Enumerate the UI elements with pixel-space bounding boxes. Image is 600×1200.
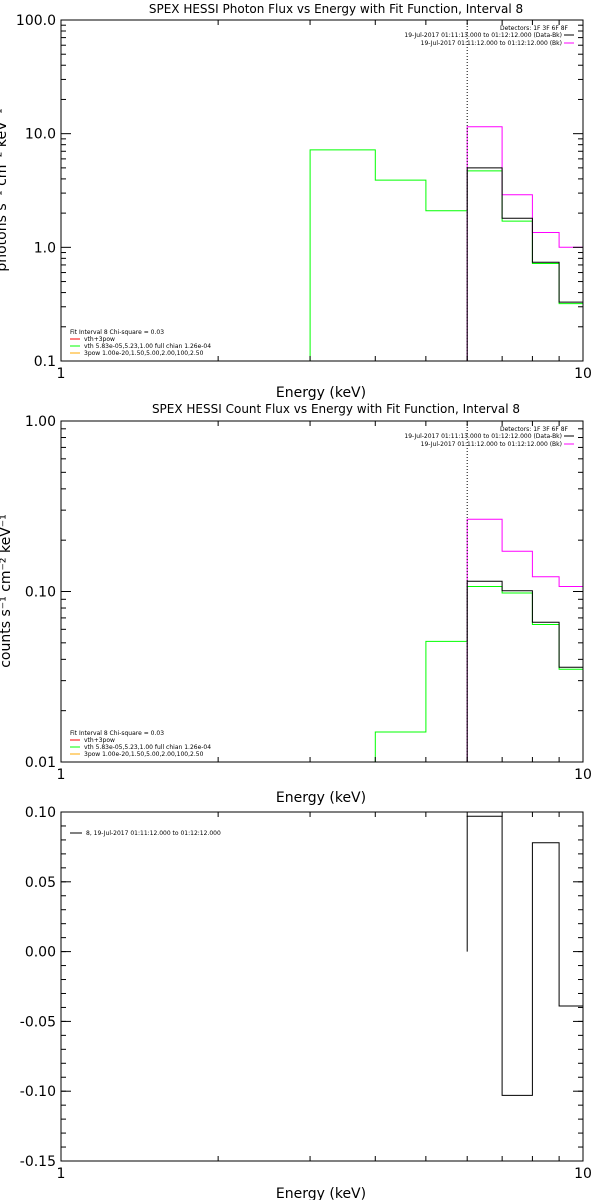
y-tick-label: 1.00: [25, 414, 56, 430]
y-tick-label: 0.01: [25, 755, 56, 771]
count-y-axis-label: counts s⁻¹ cm⁻² keV⁻¹: [0, 514, 14, 668]
residual-y-ticks: 0.10 0.05 0.00 -0.05 -0.10 -0.15: [20, 805, 583, 1170]
photon-legend-top: Detectors: 1F 3F 6F 8F 19-Jul-2017 01:11…: [404, 25, 574, 47]
photon-legend-data-bk: 19-Jul-2017 01:11:13.000 to 01:12:12.000…: [404, 32, 562, 39]
series-1-2-step-line: [466, 580, 584, 762]
residual-plot-frame: [60, 811, 584, 1162]
y-tick-label: 100.0: [16, 13, 56, 29]
x-tick-label: 1: [57, 366, 66, 382]
count-legend-top: Detectors: 1F 3F 6F 8F 19-Jul-2017 01:11…: [404, 426, 574, 448]
y-tick-label: 0.10: [25, 585, 56, 601]
photon-plot-frame: [60, 19, 584, 362]
photon-x-axis-label: Energy (keV): [276, 385, 366, 401]
y-tick-label: 0.1: [34, 354, 56, 370]
count-fit-line-3pow: 3pow 1.00e-20,1.50,5.00,2.00,100,2.50: [84, 751, 204, 758]
y-tick-label: 0.10: [25, 805, 56, 821]
series-0-0-step-line: [309, 149, 584, 361]
series-2-0-step-line: [466, 815, 584, 1096]
x-tick-label: 10: [574, 366, 592, 382]
photon-x-ticks: 1 10: [57, 20, 592, 382]
photon-flux-panel: SPEX HESSI Photon Flux vs Energy with Fi…: [0, 2, 592, 401]
y-tick-label: -0.15: [20, 1154, 56, 1170]
series-0-1-step-line: [466, 126, 584, 361]
x-tick-label: 1: [57, 1166, 66, 1182]
count-legend-detectors: Detectors: 1F 3F 6F 8F: [500, 426, 569, 433]
count-fit-header: Fit Interval 8 Chi-square = 0.03: [70, 730, 164, 737]
residual-x-ticks: 1 10: [57, 812, 592, 1182]
photon-legend-bk: 19-Jul-2017 01:11:12.000 to 01:12:12.000…: [421, 40, 562, 47]
photon-fit-header: Fit Interval 8 Chi-square = 0.03: [70, 329, 164, 336]
residual-legend-text: 8, 19-Jul-2017 01:11:12.000 to 01:12:12.…: [86, 830, 221, 837]
photon-chart-title: SPEX HESSI Photon Flux vs Energy with Fi…: [149, 2, 523, 16]
count-legend-data-bk: 19-Jul-2017 01:11:13.000 to 01:12:12.000…: [404, 433, 562, 440]
photon-fit-line-3pow: 3pow 1.00e-20,1.50,5.00,2.00,100,2.50: [84, 350, 204, 357]
count-plot-frame: [60, 420, 584, 763]
series-0-2-step-line: [466, 167, 584, 361]
count-fit-line-vth: vth 5.83e-05,5.23,1.00 full chian 1.26e-…: [84, 744, 211, 751]
residual-legend: 8, 19-Jul-2017 01:11:12.000 to 01:12:12.…: [70, 830, 221, 837]
y-tick-label: 0.05: [25, 875, 56, 891]
count-series-layer: [374, 518, 584, 762]
count-x-ticks: 1 10: [57, 421, 592, 783]
count-x-axis-label: Energy (keV): [276, 790, 366, 806]
photon-series-layer: [309, 126, 584, 361]
y-tick-label: -0.10: [20, 1084, 56, 1100]
y-tick-label: 1.0: [34, 240, 56, 256]
y-tick-label: 10.0: [25, 127, 56, 143]
x-tick-label: 10: [574, 767, 592, 783]
x-tick-label: 1: [57, 767, 66, 783]
count-chart-title: SPEX HESSI Count Flux vs Energy with Fit…: [152, 402, 520, 416]
count-legend-bk: 19-Jul-2017 01:11:12.000 to 01:12:12.000…: [421, 441, 562, 448]
x-tick-label: 10: [574, 1166, 592, 1182]
y-tick-label: -0.05: [20, 1014, 56, 1030]
photon-legend-fit: Fit Interval 8 Chi-square = 0.03 vth+3po…: [70, 329, 211, 357]
residual-series-layer: [466, 815, 584, 1096]
count-flux-panel: SPEX HESSI Count Flux vs Energy with Fit…: [0, 402, 592, 806]
count-y-ticks: 0.01 0.10 1.00: [25, 414, 583, 771]
series-1-0-step-line: [374, 586, 584, 762]
residual-x-axis-label: Energy (keV): [276, 1186, 366, 1200]
residual-panel: 1 10 0.10 0.05 0.00 -0.05 -0.10 -0.15 Energy (…: [20, 805, 592, 1200]
series-1-1-step-line: [466, 518, 584, 762]
photon-fit-line-total: vth+3pow: [84, 336, 115, 343]
y-tick-label: 0.00: [25, 945, 56, 961]
count-legend-fit: Fit Interval 8 Chi-square = 0.03 vth+3po…: [70, 730, 211, 758]
photon-fit-line-vth: vth 5.83e-05,5.23,1.00 full chian 1.26e-…: [84, 343, 211, 350]
count-fit-line-total: vth+3pow: [84, 737, 115, 744]
photon-legend-detectors: Detectors: 1F 3F 6F 8F: [500, 25, 569, 32]
photon-y-ticks: 0.1 1.0 10.0 100.0: [16, 13, 583, 370]
photon-y-axis-label: photons s⁻¹ cm⁻² keV⁻¹: [0, 108, 10, 271]
